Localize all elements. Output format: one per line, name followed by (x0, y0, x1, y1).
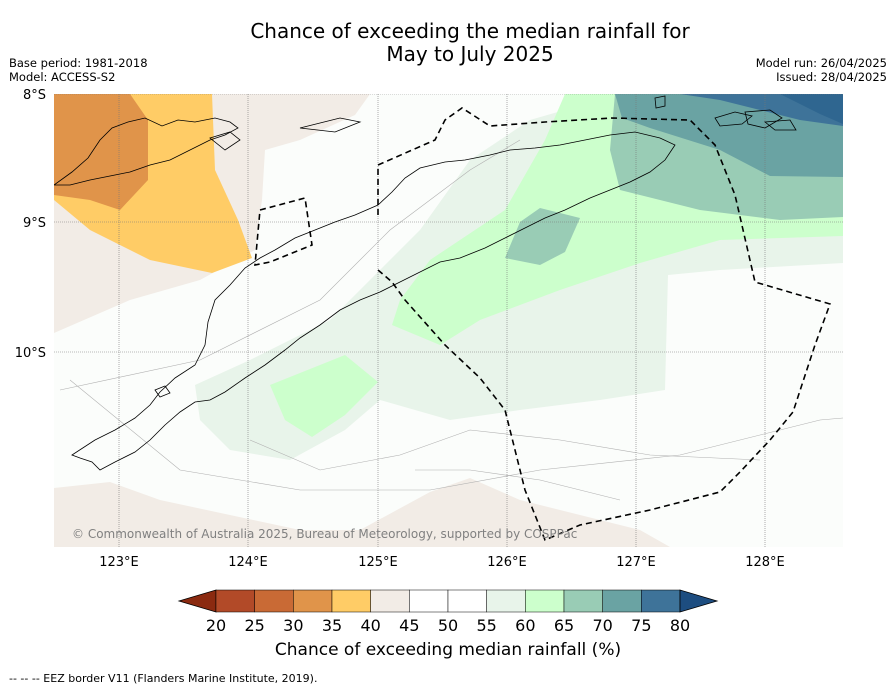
probability-region-65-70-small (505, 208, 580, 265)
colorbar-segment (409, 589, 449, 613)
contour-lines (59, 139, 843, 501)
model-run-text: Model run: 26/04/2025 (755, 56, 887, 70)
lon-label: 123°E (99, 555, 139, 570)
colorbar-extend-high (679, 589, 719, 613)
colorbar-tick-label: 60 (515, 616, 535, 635)
contour-line (69, 379, 843, 491)
colorbar-tick-label: 30 (283, 616, 303, 635)
probability-region-80-plus (780, 94, 843, 124)
colorbar-tick-label: 35 (322, 616, 342, 635)
island-coastline (744, 109, 783, 129)
colorbar-segment (641, 589, 681, 613)
probability-region-40-45-south (54, 478, 670, 547)
colorbar-segment (563, 589, 603, 613)
title-line-2: May to July 2025 (386, 42, 554, 66)
copyright-text: © Commonwealth of Australia 2025, Bureau… (72, 527, 577, 541)
island-coastline (209, 131, 241, 151)
base-period-text: Base period: 1981-2018 (9, 56, 148, 70)
colorbar-extend-low (177, 589, 217, 613)
colorbar-segment (486, 589, 526, 613)
colorbar-label: Chance of exceeding median rainfall (%) (274, 640, 622, 660)
chart-title: Chance of exceeding the median rainfall … (0, 20, 896, 66)
colorbar-tick-label: 70 (592, 616, 612, 635)
colorbar-segment (254, 589, 294, 613)
meta-left: Base period: 1981-2018 Model: ACCESS-S2 (9, 56, 148, 84)
coastlines (54, 95, 797, 471)
graticule (54, 94, 843, 547)
colorbar-tick-label: 45 (399, 616, 419, 635)
model-text: Model: ACCESS-S2 (9, 70, 116, 84)
lon-label: 126°E (487, 555, 527, 570)
lon-labels: 123°E 124°E 125°E 126°E 127°E 128°E (99, 555, 785, 570)
colorbar-segment (602, 589, 642, 613)
colorbar-tick-label: 65 (554, 616, 574, 635)
colorbar-tick-label: 25 (244, 616, 264, 635)
lon-label: 128°E (745, 555, 785, 570)
colorbar-segment (525, 589, 565, 613)
colorbar-segment (447, 589, 487, 613)
contour-line (249, 429, 761, 471)
probability-region-30-35 (54, 94, 148, 210)
lon-label: 127°E (616, 555, 656, 570)
eez-footnote: -- -- -- EEZ border V11 (Flanders Marine… (9, 672, 318, 685)
colorbar-tick-label: 20 (206, 616, 226, 635)
colorbar: 20 25 30 35 40 45 50 55 60 65 70 75 80 (177, 589, 719, 635)
colorbar-tick-label: 40 (360, 616, 380, 635)
colorbar-segment (331, 589, 371, 613)
meta-right: Model run: 26/04/2025 Issued: 28/04/2025 (756, 56, 887, 84)
contour-line (59, 139, 521, 391)
lon-label: 125°E (358, 555, 398, 570)
map-panel: © Commonwealth of Australia 2025, Bureau… (54, 94, 843, 547)
timor-coastline (71, 131, 676, 471)
issued-text: Issued: 28/04/2025 (776, 70, 887, 84)
colorbar-tick-label: 80 (670, 616, 690, 635)
lat-labels: 8°S 9°S 10°S (15, 88, 46, 361)
colorbar-segment (370, 589, 410, 613)
lat-label: 9°S (23, 216, 46, 231)
lon-label: 124°E (228, 555, 268, 570)
colorbar-tick-label: 55 (476, 616, 496, 635)
title-line-1: Chance of exceeding the median rainfall … (250, 19, 690, 43)
lat-label: 8°S (23, 88, 46, 103)
colorbar-tick-label: 50 (438, 616, 458, 635)
island-coastline (299, 117, 362, 133)
colorbar-segment (215, 589, 255, 613)
contour-line (415, 469, 621, 501)
island-coastline (154, 385, 171, 398)
probability-region-60-65-small (270, 355, 378, 437)
island-coastline (654, 95, 666, 109)
eez-border (254, 107, 832, 542)
colorbar-segment (293, 589, 333, 613)
island-coastline (763, 119, 797, 131)
colorbar-tick-label: 75 (631, 616, 651, 635)
flores-coastline (54, 117, 239, 186)
lat-label: 10°S (15, 346, 46, 361)
